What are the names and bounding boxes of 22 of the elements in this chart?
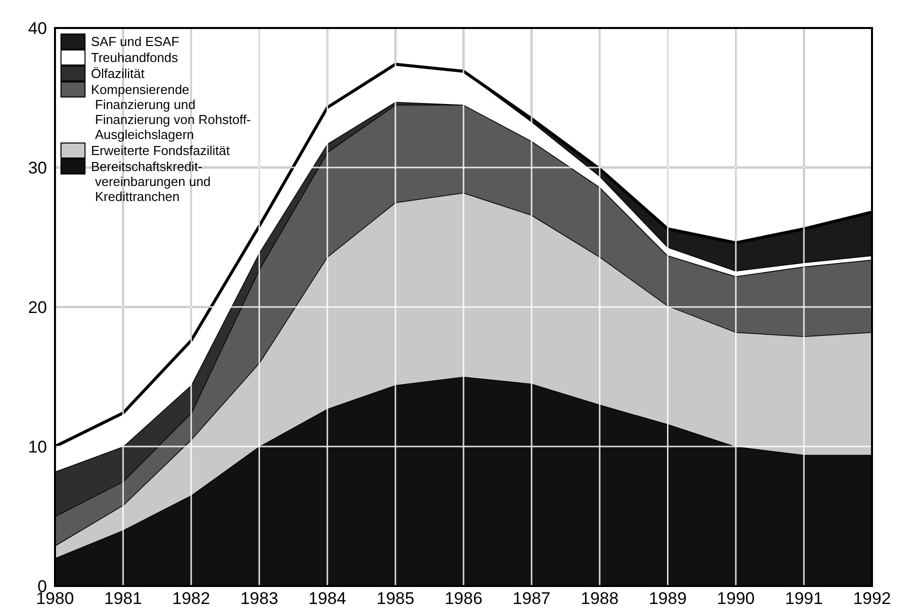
x-tick-label: 1988 [580, 589, 619, 608]
x-tick-label: 1986 [444, 589, 482, 608]
y-tick-label: 30 [28, 158, 47, 178]
x-tick-label: 1984 [308, 589, 346, 608]
x-tick-label: 1991 [785, 589, 823, 608]
x-tick-label: 1989 [648, 589, 687, 608]
x-tick-label: 1981 [104, 589, 142, 608]
legend-label: SAF und ESAF [91, 34, 180, 49]
y-tick-label: 40 [28, 18, 47, 38]
legend-label: Treuhandfonds [91, 50, 178, 65]
x-tick-label: 1990 [716, 589, 755, 608]
x-tick-label: 1983 [240, 589, 278, 608]
x-tick-label: 1985 [376, 589, 414, 608]
x-tick-label: 1982 [172, 589, 210, 608]
y-tick-label: 10 [28, 437, 47, 456]
legend-label: Ölfazilität [91, 66, 145, 81]
y-tick-label: 20 [28, 298, 47, 317]
x-tick-label: 1987 [512, 589, 550, 608]
legend-label: Bereitschaftskredit-vereinbarungen und Kredittranchen [91, 159, 211, 204]
legend-label: Erweiterte Fondsfazilität [91, 143, 230, 158]
legend-label: Kompensierende Finanzierung und Finanzierung von Rohstoff-Ausgleichslagern [91, 82, 251, 142]
x-tick-label: 1992 [853, 589, 891, 608]
